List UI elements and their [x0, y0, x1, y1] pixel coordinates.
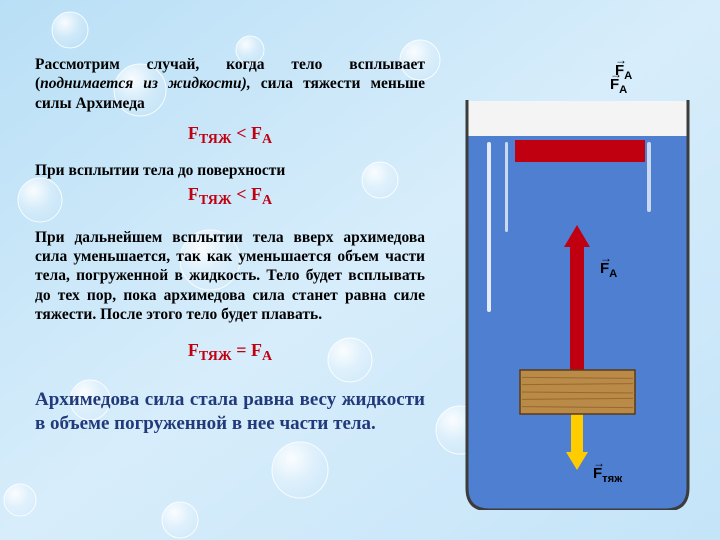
formula-1: FТЯЖ < FА — [35, 123, 425, 148]
para1-italic: поднимается из жидкости), — [40, 75, 251, 92]
formula3-eq: = — [232, 340, 251, 360]
formula2-lt: < — [232, 184, 251, 204]
text-column: Рассмотрим случай, когда тело всплывает … — [35, 55, 425, 437]
formula2-sub1: ТЯЖ — [199, 194, 232, 209]
conclusion-text: Архимедова сила стала равна весу жидкост… — [35, 388, 425, 437]
formula-2: FТЯЖ < FА — [35, 184, 425, 209]
label-Ftyazh: F→тяж — [593, 465, 622, 485]
slide-root: Рассмотрим случай, когда тело всплывает … — [0, 0, 720, 540]
formula3-F1: F — [188, 340, 199, 360]
formula2-F2: F — [251, 184, 262, 204]
label-FA-top2: F→А — [610, 76, 627, 96]
formula3-F2: F — [251, 340, 262, 360]
formula3-sub1: ТЯЖ — [199, 350, 232, 365]
formula1-F1: F — [188, 123, 199, 143]
label-FA-mid: F→А — [600, 260, 617, 280]
formula1-F2: F — [251, 123, 262, 143]
formula2-sub2: А — [262, 194, 272, 209]
paragraph-3: При дальнейшем всплытии тела вверх архим… — [35, 228, 425, 325]
paragraph-2: При всплытии тела до поверхности — [35, 162, 425, 180]
formula2-F1: F — [188, 184, 199, 204]
formula1-sub2: А — [262, 132, 272, 147]
formula1-lt: < — [232, 123, 251, 143]
beaker-diagram: F→А F→А F→А F→тяж — [465, 70, 690, 510]
formula-3: FТЯЖ = FА — [35, 340, 425, 365]
formula3-sub2: А — [262, 350, 272, 365]
diagram-svg — [465, 70, 690, 510]
formula1-sub1: ТЯЖ — [199, 132, 232, 147]
paragraph-1: Рассмотрим случай, когда тело всплывает … — [35, 55, 425, 113]
